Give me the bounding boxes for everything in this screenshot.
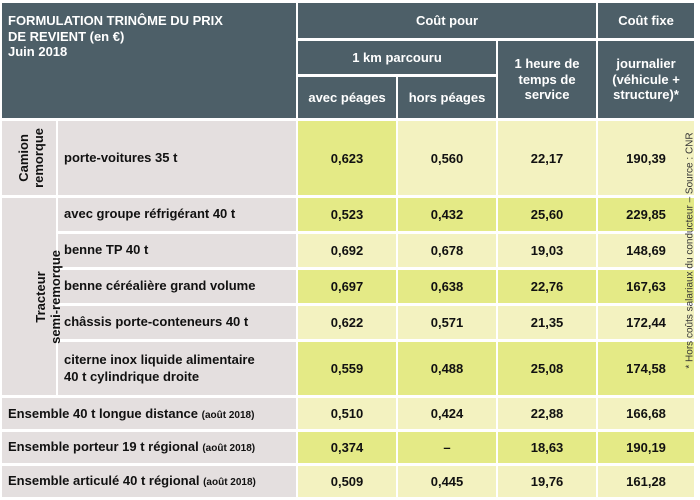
cell-avec-peages: 0,559	[298, 341, 397, 396]
header-journalier: journalier (véhicule + structure)*	[598, 40, 695, 119]
table-row: benne céréalière grand volume 0,697 0,63…	[2, 269, 695, 303]
cell-hors-peages: 0,560	[398, 121, 497, 196]
table-title: FORMULATION TRINÔME DU PRIX DE REVIENT (…	[2, 3, 297, 119]
table-row: citerne inox liquide alimentaire 40 t cy…	[2, 341, 695, 396]
cell-hors-peages: 0,571	[398, 305, 497, 339]
footnote: * Hors coûts salariaux du conducteur – S…	[682, 0, 698, 500]
cell-heure: 22,76	[498, 269, 597, 303]
cell-journalier: 167,63	[598, 269, 695, 303]
cell-heure: 18,63	[498, 432, 597, 464]
header-heure: 1 heure de temps de service	[498, 40, 597, 119]
row-label-date: (août 2018)	[202, 443, 256, 455]
cell-avec-peages: 0,697	[298, 269, 397, 303]
table-row: Ensemble articulé 40 t régional (août 20…	[2, 466, 695, 497]
header-avec-peages: avec péages	[298, 76, 397, 119]
cell-journalier: 148,69	[598, 234, 695, 267]
header-hors-peages: hors péages	[398, 76, 497, 119]
title-line-1: FORMULATION TRINÔME DU PRIX	[8, 13, 223, 28]
cell-avec-peages: 0,622	[298, 305, 397, 339]
row-label-date: (août 2018)	[201, 409, 255, 421]
cell-hors-peages: 0,638	[398, 269, 497, 303]
table-row: Ensemble 40 t longue distance (août 2018…	[2, 398, 695, 430]
cell-heure: 21,35	[498, 305, 597, 339]
row-label-text: Ensemble porteur 19 t régional	[8, 439, 199, 455]
group-tracteur-line-2: semi-remorque	[47, 249, 63, 344]
cell-hors-peages: 0,432	[398, 198, 497, 232]
group-camion-line-2: remorque	[30, 128, 46, 189]
cell-heure: 22,88	[498, 398, 597, 430]
cell-avec-peages: 0,692	[298, 234, 397, 267]
group-tracteur-semi-remorque: Tracteur semi-remorque	[2, 198, 63, 396]
cell-avec-peages: 0,523	[298, 198, 397, 232]
group-camion-line-1: Camion	[16, 134, 32, 182]
cell-journalier: 190,39	[598, 121, 695, 196]
cell-journalier: 174,58	[598, 341, 695, 396]
row-label-line-2: 40 t cylindrique droite	[64, 368, 200, 384]
cell-heure: 19,76	[498, 466, 597, 497]
table-row: Ensemble porteur 19 t régional (août 201…	[2, 432, 695, 464]
row-label: châssis porte-conteneurs 40 t	[58, 305, 297, 339]
row-label: Ensemble articulé 40 t régional (août 20…	[2, 466, 297, 497]
row-label: benne TP 40 t	[58, 234, 297, 267]
cell-heure: 19,03	[498, 234, 597, 267]
cell-hors-peages: 0,424	[398, 398, 497, 430]
cell-journalier: 166,68	[598, 398, 695, 430]
cell-avec-peages: 0,374	[298, 432, 397, 464]
cell-heure: 25,08	[498, 341, 597, 396]
table-row: benne TP 40 t 0,692 0,678 19,03 148,69	[2, 234, 695, 267]
group-camion-remorque: Camion remorque	[2, 121, 56, 196]
cell-journalier: 172,44	[598, 305, 695, 339]
row-label: Ensemble porteur 19 t régional (août 201…	[2, 432, 297, 464]
cell-avec-peages: 0,510	[298, 398, 397, 430]
table-row: châssis porte-conteneurs 40 t 0,622 0,57…	[2, 305, 695, 339]
header-cout-fixe: Coût fixe	[598, 3, 695, 38]
cell-journalier: 161,28	[598, 466, 695, 497]
cell-journalier: 229,85	[598, 198, 695, 232]
group-tracteur-line-1: Tracteur	[33, 271, 49, 323]
table-row: Camion remorque porte-voitures 35 t 0,62…	[2, 121, 695, 196]
title-line-3: Juin 2018	[8, 44, 68, 60]
cell-heure: 25,60	[498, 198, 597, 232]
row-label-text: Ensemble 40 t longue distance	[8, 405, 198, 421]
row-label: citerne inox liquide alimentaire 40 t cy…	[58, 341, 297, 396]
cell-avec-peages: 0,509	[298, 466, 397, 497]
row-label: Ensemble 40 t longue distance (août 2018…	[2, 398, 297, 430]
row-label: porte-voitures 35 t	[58, 121, 297, 196]
cell-hors-peages: 0,488	[398, 341, 497, 396]
table-row: Tracteur semi-remorque avec groupe réfri…	[2, 198, 695, 396]
row-label: benne céréalière grand volume	[58, 269, 297, 303]
cell-hors-peages: 0,445	[398, 466, 497, 497]
footnote-text: * Hors coûts salariaux du conducteur – S…	[684, 131, 696, 369]
header-cout-pour: Coût pour	[298, 3, 597, 38]
row-label-text: Ensemble articulé 40 t régional	[8, 473, 200, 489]
header-km: 1 km parcouru	[298, 40, 497, 74]
row-label-line-1: citerne inox liquide alimentaire	[64, 352, 255, 368]
cell-hors-peages: –	[398, 432, 497, 464]
title-line-2: DE REVIENT (en €)	[8, 28, 125, 44]
cell-heure: 22,17	[498, 121, 597, 196]
cell-journalier: 190,19	[598, 432, 695, 464]
row-label-date: (août 2018)	[203, 477, 256, 489]
row-label: avec groupe réfrigérant 40 t	[58, 198, 297, 232]
cell-avec-peages: 0,623	[298, 121, 397, 196]
cell-hors-peages: 0,678	[398, 234, 497, 267]
